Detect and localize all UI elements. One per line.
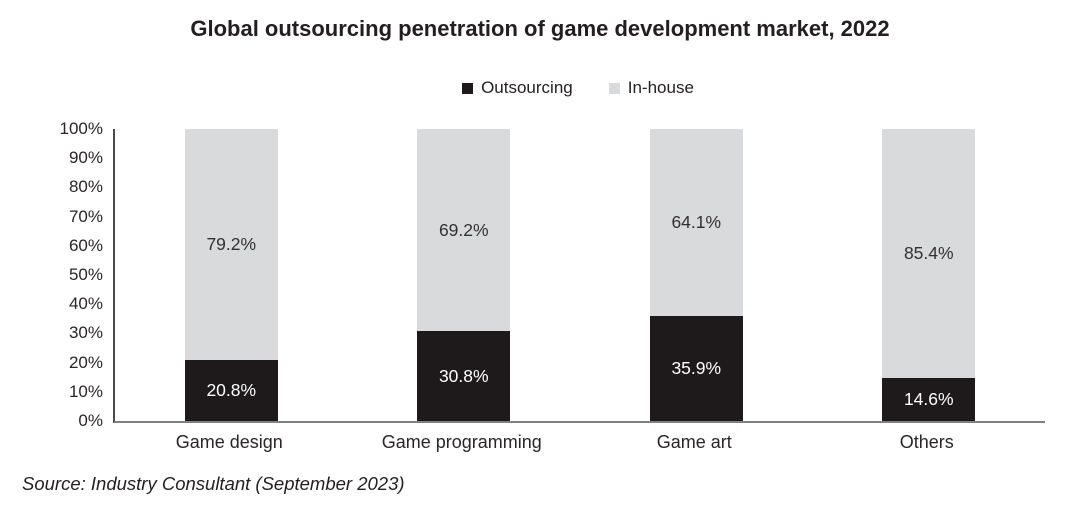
bar-segment-outsourcing-game-design: 20.8% — [184, 360, 278, 421]
x-category-label-game-design: Game design — [175, 432, 283, 452]
x-category-label-others: Others — [899, 432, 954, 452]
y-tick-80-: 80% — [68, 177, 103, 197]
y-tick-60-: 60% — [68, 235, 103, 255]
bar-game-programming: 30.8% 69.2% — [417, 129, 511, 421]
bar-game-art: 35.9% 64.1% — [649, 129, 743, 421]
data-label-outsourcing-game-design: 20.8% — [206, 380, 257, 401]
y-tick-90-: 90% — [68, 148, 103, 168]
y-axis-tick-labels: 0% 10% 20% 30% 40% 50% 60% 70% 80% 90% 100% — [0, 119, 103, 430]
x-category-label-game-art: Game art — [656, 432, 732, 452]
x-category-label-game-programming: Game programming — [381, 432, 542, 452]
source-note: Source: Industry Consultant (September 2… — [22, 473, 405, 494]
y-tick-40-: 40% — [68, 294, 103, 314]
y-tick-0-: 0% — [78, 411, 103, 430]
bar-segment-outsourcing-game-art: 35.9% — [649, 316, 743, 421]
legend-item-outsourcing: Outsourcing — [462, 78, 573, 98]
y-tick-10-: 10% — [68, 381, 103, 401]
chart-title: Global outsourcing penetration of game d… — [190, 16, 890, 41]
data-label-in-house-game-art: 64.1% — [671, 212, 722, 233]
data-label-in-house-others: 85.4% — [903, 243, 954, 264]
y-tick-30-: 30% — [68, 323, 103, 343]
y-tick-50-: 50% — [68, 265, 103, 284]
bar-slot-game-programming: 30.8% 69.2% — [348, 129, 581, 421]
legend-item-inhouse: In-house — [608, 78, 694, 98]
legend-swatch-inhouse — [608, 82, 620, 94]
y-tick-100-: 100% — [59, 119, 103, 138]
bar-segment-in-house-game-design: 79.2% — [184, 129, 278, 361]
bar-segment-in-house-game-art: 64.1% — [649, 129, 743, 317]
plot-area: 20.8% 79.2% 30.8% 69.2% 35.9% 64.1% 14.6% 85.4% — [113, 129, 1045, 423]
data-label-in-house-game-programming: 69.2% — [438, 219, 489, 240]
data-label-in-house-game-design: 79.2% — [206, 234, 257, 255]
y-tick-20-: 20% — [68, 352, 103, 372]
bar-segment-outsourcing-game-programming: 30.8% — [417, 331, 511, 421]
bar-slot-others: 14.6% 85.4% — [813, 129, 1046, 421]
legend: Outsourcing In-house — [113, 78, 1043, 98]
bar-segment-in-house-game-programming: 69.2% — [417, 129, 511, 332]
bar-segment-in-house-others: 85.4% — [882, 129, 976, 379]
bar-segment-outsourcing-others: 14.6% — [882, 378, 976, 421]
bar-slot-game-art: 35.9% 64.1% — [580, 129, 813, 421]
bar-others: 14.6% 85.4% — [882, 129, 976, 421]
legend-label-inhouse: In-house — [627, 78, 694, 97]
legend-swatch-outsourcing — [462, 82, 474, 94]
bar-game-design: 20.8% 79.2% — [184, 129, 278, 421]
data-label-outsourcing-others: 14.6% — [903, 389, 954, 410]
bar-slot-game-design: 20.8% 79.2% — [115, 129, 348, 421]
data-label-outsourcing-game-art: 35.9% — [671, 358, 722, 379]
legend-label-outsourcing: Outsourcing — [481, 78, 573, 97]
x-axis-category-labels: Game design Game programming Game art Other… — [113, 432, 1043, 453]
data-label-outsourcing-game-programming: 30.8% — [438, 365, 489, 386]
y-tick-70-: 70% — [68, 206, 103, 226]
